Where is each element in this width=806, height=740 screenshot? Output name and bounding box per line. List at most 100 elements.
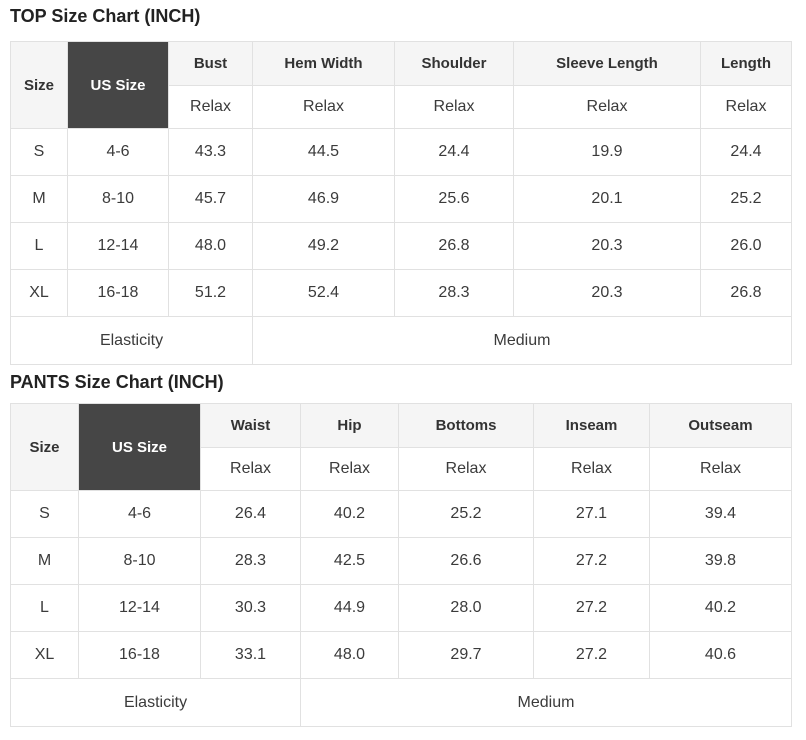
table-row-s: S 4-6 26.4 40.2 25.2 27.1 39.4 — [10, 490, 792, 538]
value-cell: 26.8 — [700, 269, 792, 317]
pants-size-chart-title: PANTS Size Chart (INCH) — [10, 372, 224, 392]
value-cell: 39.4 — [649, 490, 792, 538]
table-row-m: M 8-10 28.3 42.5 26.6 27.2 39.8 — [10, 537, 792, 585]
fit-cell-hip: Relax — [300, 447, 399, 491]
fit-cell-length: Relax — [700, 85, 792, 129]
us-size-cell: 16-18 — [67, 269, 169, 317]
size-cell: XL — [10, 269, 68, 317]
table-row-xl: XL 16-18 51.2 52.4 28.3 20.3 26.8 — [10, 269, 792, 317]
value-cell: 44.5 — [252, 128, 395, 176]
value-cell: 28.3 — [394, 269, 514, 317]
header-cell-hip: Hip — [300, 403, 399, 448]
elasticity-label: Elasticity — [10, 678, 301, 727]
fit-cell-bust: Relax — [168, 85, 253, 129]
fit-cell-outseam: Relax — [649, 447, 792, 491]
header-cell-shoulder: Shoulder — [394, 41, 514, 86]
us-size-cell: 4-6 — [78, 490, 201, 538]
size-cell: M — [10, 175, 68, 223]
pants-table-header: Size US Size Waist Hip Bottoms Inseam Ou… — [10, 403, 792, 491]
top-table-header: Size US Size Bust Hem Width Shoulder Sle… — [10, 41, 792, 129]
value-cell: 28.0 — [398, 584, 534, 632]
us-size-cell: 16-18 — [78, 631, 201, 679]
value-cell: 25.2 — [700, 175, 792, 223]
value-cell: 26.0 — [700, 222, 792, 270]
fit-type-row: Relax Relax Relax Relax Relax — [11, 447, 792, 491]
value-cell: 51.2 — [168, 269, 253, 317]
value-cell: 29.7 — [398, 631, 534, 679]
top-size-chart-table: Size US Size Bust Hem Width Shoulder Sle… — [10, 41, 792, 365]
value-cell: 27.1 — [533, 490, 650, 538]
value-cell: 24.4 — [700, 128, 792, 176]
size-cell: M — [10, 537, 79, 585]
value-cell: 20.3 — [513, 269, 701, 317]
value-cell: 20.1 — [513, 175, 701, 223]
size-cell: S — [10, 490, 79, 538]
value-cell: 20.3 — [513, 222, 701, 270]
size-cell: L — [10, 584, 79, 632]
value-cell: 52.4 — [252, 269, 395, 317]
elasticity-value: Medium — [252, 316, 792, 365]
header-cell-waist: Waist — [200, 403, 301, 448]
value-cell: 46.9 — [252, 175, 395, 223]
value-cell: 27.2 — [533, 537, 650, 585]
value-cell: 25.6 — [394, 175, 514, 223]
value-cell: 40.2 — [300, 490, 399, 538]
table-row-s: S 4-6 43.3 44.5 24.4 19.9 24.4 — [10, 128, 792, 176]
value-cell: 48.0 — [300, 631, 399, 679]
value-cell: 42.5 — [300, 537, 399, 585]
fit-cell-shoulder: Relax — [394, 85, 514, 129]
header-cell-inseam: Inseam — [533, 403, 650, 448]
header-cell-hem-width: Hem Width — [252, 41, 395, 86]
value-cell: 25.2 — [398, 490, 534, 538]
value-cell: 26.4 — [200, 490, 301, 538]
value-cell: 43.3 — [168, 128, 253, 176]
fit-cell-inseam: Relax — [533, 447, 650, 491]
header-cell-us-size: US Size — [78, 403, 201, 491]
table-row-l: L 12-14 48.0 49.2 26.8 20.3 26.0 — [10, 222, 792, 270]
pants-size-chart-table: Size US Size Waist Hip Bottoms Inseam Ou… — [10, 403, 792, 727]
value-cell: 19.9 — [513, 128, 701, 176]
us-size-cell: 12-14 — [78, 584, 201, 632]
measurement-name-row: Size US Size Waist Hip Bottoms Inseam Ou… — [10, 403, 792, 491]
value-cell: 26.8 — [394, 222, 514, 270]
header-cell-outseam: Outseam — [649, 403, 792, 448]
size-cell: L — [10, 222, 68, 270]
table-row-m: M 8-10 45.7 46.9 25.6 20.1 25.2 — [10, 175, 792, 223]
value-cell: 44.9 — [300, 584, 399, 632]
header-cell-size: Size — [10, 403, 79, 491]
header-cell-length: Length — [700, 41, 792, 86]
value-cell: 40.6 — [649, 631, 792, 679]
value-cell: 27.2 — [533, 584, 650, 632]
value-cell: 48.0 — [168, 222, 253, 270]
value-cell: 26.6 — [398, 537, 534, 585]
table-row-l: L 12-14 30.3 44.9 28.0 27.2 40.2 — [10, 584, 792, 632]
header-cell-bottoms: Bottoms — [398, 403, 534, 448]
header-cell-sleeve-length: Sleeve Length — [513, 41, 701, 86]
elasticity-row: Elasticity Medium — [10, 678, 792, 727]
size-cell: XL — [10, 631, 79, 679]
fit-cell-hem-width: Relax — [252, 85, 395, 129]
header-cell-size: Size — [10, 41, 68, 129]
value-cell: 28.3 — [200, 537, 301, 585]
us-size-cell: 4-6 — [67, 128, 169, 176]
us-size-cell: 8-10 — [78, 537, 201, 585]
table-row-xl: XL 16-18 33.1 48.0 29.7 27.2 40.6 — [10, 631, 792, 679]
header-cell-bust: Bust — [168, 41, 253, 86]
value-cell: 45.7 — [168, 175, 253, 223]
fit-type-row: Relax Relax Relax Relax Relax — [11, 85, 792, 129]
top-size-chart-title: TOP Size Chart (INCH) — [10, 6, 201, 26]
fit-cell-bottoms: Relax — [398, 447, 534, 491]
us-size-cell: 12-14 — [67, 222, 169, 270]
value-cell: 39.8 — [649, 537, 792, 585]
size-cell: S — [10, 128, 68, 176]
value-cell: 27.2 — [533, 631, 650, 679]
value-cell: 40.2 — [649, 584, 792, 632]
fit-cell-waist: Relax — [200, 447, 301, 491]
value-cell: 30.3 — [200, 584, 301, 632]
value-cell: 49.2 — [252, 222, 395, 270]
elasticity-value: Medium — [300, 678, 792, 727]
us-size-cell: 8-10 — [67, 175, 169, 223]
fit-cell-sleeve-length: Relax — [513, 85, 701, 129]
elasticity-row: Elasticity Medium — [10, 316, 792, 365]
